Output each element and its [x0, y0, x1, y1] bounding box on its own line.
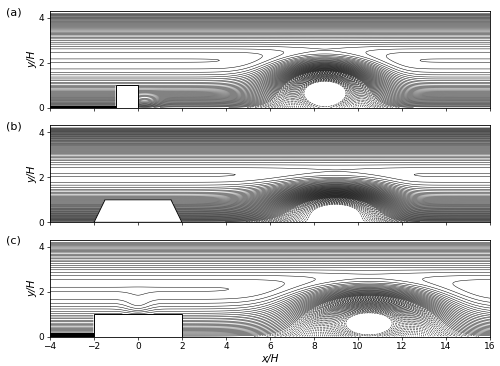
Y-axis label: y/H: y/H: [28, 51, 38, 68]
Text: (b): (b): [6, 122, 22, 131]
Polygon shape: [50, 333, 94, 337]
X-axis label: x/H: x/H: [262, 354, 278, 364]
Bar: [116, 85, 138, 108]
Text: (c): (c): [6, 236, 21, 246]
Polygon shape: [50, 106, 116, 108]
Bar: [94, 314, 182, 337]
Text: (a): (a): [6, 7, 22, 17]
Polygon shape: [94, 200, 182, 222]
Y-axis label: y/H: y/H: [28, 280, 38, 297]
Y-axis label: y/H: y/H: [28, 165, 38, 183]
